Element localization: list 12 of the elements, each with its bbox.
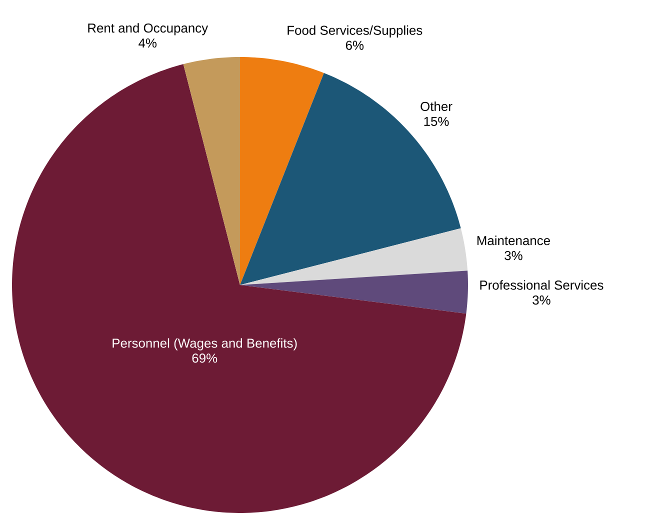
data-label: 3% (504, 250, 522, 260)
data-label: 6% (346, 40, 364, 50)
slice-label: Other (420, 102, 452, 112)
data-label: 15% (424, 116, 449, 126)
slice-label: Personnel (Wages and Benefits) (112, 338, 297, 350)
slice-label: Professional Services (480, 280, 604, 290)
slice-label: Rent and Occupancy (88, 23, 208, 36)
data-label: 69% (192, 354, 218, 363)
slice-label: Maintenance (477, 236, 550, 246)
data-label: 4% (138, 38, 157, 48)
data-label: 3% (532, 295, 550, 305)
slice-label: Food Services/Supplies (288, 25, 422, 38)
